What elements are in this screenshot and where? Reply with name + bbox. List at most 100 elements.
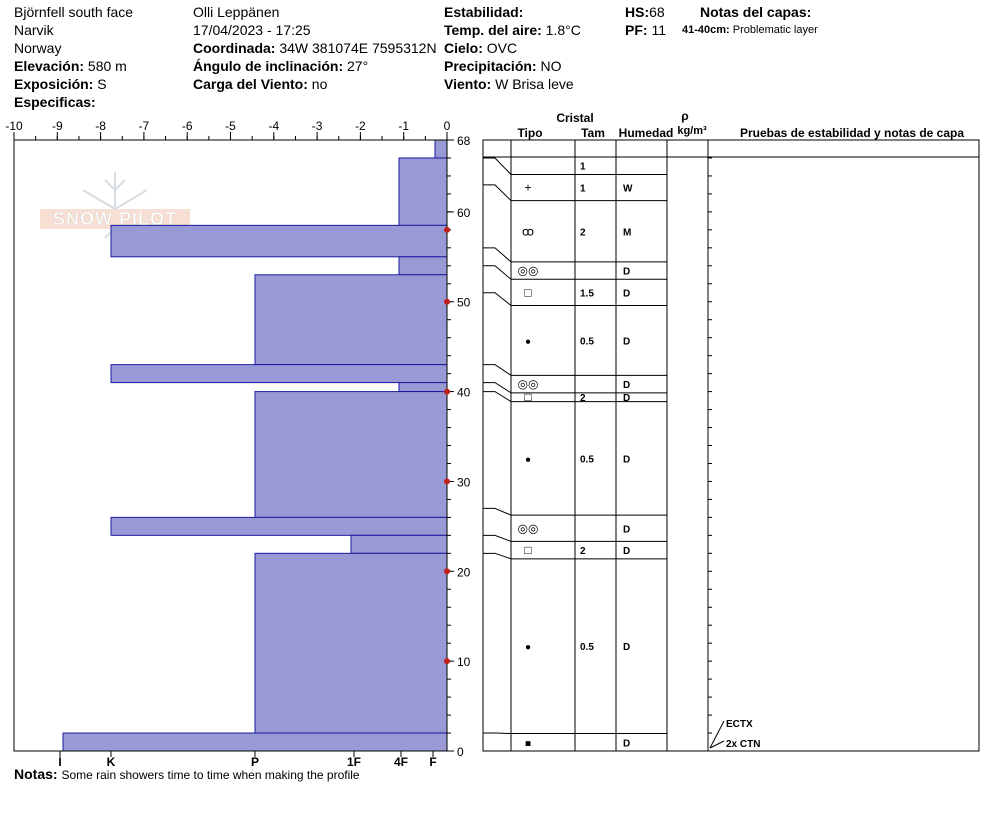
air-temp-value: 1.8°C: [545, 22, 581, 38]
temp-point-1: [444, 298, 450, 305]
coordinates: Coordinada: 34W 381074E 7595312N: [193, 39, 437, 57]
country: Norway: [14, 40, 62, 56]
layer-notes: Notas del capas: 41-40cm: Problematic la…: [682, 3, 818, 39]
sky: Cielo: OVC: [444, 39, 581, 57]
crystal-type-12: ■: [525, 738, 531, 749]
header-tests: Pruebas de estabilidad y notas de capa: [740, 126, 964, 140]
crystal-size-10: 2: [580, 546, 586, 557]
crystal-size-5: 0.5: [580, 336, 594, 347]
specifics: Especificas:: [14, 93, 133, 111]
hardness-tick-label-3: 1F: [347, 755, 361, 769]
depth-tick-label-6: 60: [457, 206, 471, 220]
header-middle: Olli Leppänen 17/04/2023 - 17:25 Coordin…: [193, 3, 437, 93]
crystal-moisture-6: D: [623, 380, 630, 391]
hs-label: HS:: [625, 4, 650, 20]
aspect-label: Exposición:: [14, 76, 94, 92]
hardness-bar-2: [110, 224, 448, 258]
wind-load-value: no: [311, 76, 328, 92]
slope-value: 27°: [347, 58, 369, 74]
crystal-moisture-11: D: [623, 642, 630, 653]
snowpilot-logo: SNOW PILOT: [40, 172, 190, 246]
hardness-tick-label-4: 4F: [394, 755, 408, 769]
header-right: Estabilidad: Temp. del aire: 1.8°C Cielo…: [444, 3, 581, 93]
table-frame: [482, 139, 980, 752]
layer-note-text: Problematic layer: [732, 24, 818, 36]
coord-value: 34W 381074E 7595312N: [279, 40, 437, 56]
header-moisture: Humedad: [619, 126, 674, 140]
sky-value: OVC: [486, 40, 518, 56]
temp-tick-label-7: -3: [312, 119, 323, 133]
hardness-bar-8: [110, 516, 448, 536]
temp-tick-label-0: -10: [5, 119, 23, 133]
hardness-bar-1: [398, 157, 448, 226]
coord-label: Coordinada:: [193, 40, 276, 56]
hs-value: 68: [649, 4, 665, 20]
crystal-type-10: □: [524, 543, 531, 557]
hardness-tick-label-5: F: [429, 755, 436, 769]
depth-tick-label-7: 68: [457, 134, 471, 148]
wind-load-label: Carga del Viento:: [193, 76, 308, 92]
notes-text: Some rain showers time to time when maki…: [61, 768, 360, 782]
hardness-tick-label-2: P: [251, 755, 259, 769]
depth-tick-label-3: 30: [457, 475, 471, 489]
precipitation: Precipitación: NO: [444, 57, 581, 75]
temp-point-5: [444, 658, 450, 665]
header-snow: HS:68 PF: 11: [625, 3, 666, 39]
sky-label: Cielo:: [444, 40, 483, 56]
wind-value: W Brisa leve: [495, 76, 574, 92]
aspect: Exposición: S: [14, 75, 133, 93]
crystal-size-8: 0.5: [580, 454, 594, 465]
observer: Olli Leppänen: [193, 4, 280, 20]
crystal-size-4: 1.5: [580, 288, 594, 299]
depth-tick-label-5: 50: [457, 296, 471, 310]
specifics-label: Especificas:: [14, 94, 96, 110]
layer-notes-title: Notas del capas:: [700, 4, 812, 20]
crystal-type-5: ●: [525, 336, 531, 347]
depth-tick-label-2: 20: [457, 565, 471, 579]
aspect-value: S: [97, 76, 107, 92]
crystal-type-1: +: [524, 181, 531, 195]
hardness-tick-label-0: I: [58, 755, 61, 769]
stability-test-1: 2x CTN: [726, 739, 760, 750]
layer-note: 41-40cm: Problematic layer: [682, 21, 818, 39]
crystal-moisture-7: D: [623, 393, 630, 404]
hardness-bar-9: [350, 534, 448, 554]
wind-load: Carga del Viento: no: [193, 75, 437, 93]
stability-label: Estabilidad:: [444, 4, 524, 20]
hardness-bar-4: [254, 274, 448, 366]
depth-tick-label-0: 0: [457, 745, 464, 759]
temp-point-0: [444, 226, 450, 233]
crystal-moisture-2: M: [623, 227, 631, 238]
hardness-bar-11: [62, 732, 448, 752]
wind-label: Viento:: [444, 76, 492, 92]
crystal-type-9: ◎◎: [518, 521, 539, 535]
slope: Ángulo de inclinación: 27°: [193, 57, 437, 75]
crystal-size-0: 1: [580, 162, 586, 173]
crystal-size-1: 1: [580, 184, 586, 195]
crystal-moisture-3: D: [623, 267, 630, 278]
crystal-size-7: 2: [580, 393, 586, 404]
hardness-bar-5: [110, 364, 448, 384]
temp-tick-label-9: -1: [398, 119, 409, 133]
crystal-type-4: □: [524, 285, 531, 299]
temp-point-2: [444, 388, 450, 395]
depth-tick-label-1: 10: [457, 655, 471, 669]
air-temp: Temp. del aire: 1.8°C: [444, 21, 581, 39]
crystal-type-8: ●: [525, 454, 531, 465]
header-crystal: Cristal: [556, 111, 593, 125]
temperature-markers: [444, 226, 450, 665]
temp-tick-label-2: -8: [95, 119, 106, 133]
hardness-bar-10: [254, 552, 448, 734]
air-temp-label: Temp. del aire:: [444, 22, 542, 38]
elevation: Elevación: 580 m: [14, 57, 133, 75]
crystal-type-7: □: [524, 390, 531, 404]
crystal-moisture-1: W: [623, 184, 633, 195]
crystal-type-3: ◎◎: [518, 264, 539, 278]
crystal-moisture-4: D: [623, 288, 630, 299]
temp-tick-label-6: -4: [268, 119, 279, 133]
test-leader-1: [709, 740, 725, 749]
hardness-bars: [62, 139, 448, 752]
pf-value: 11: [651, 22, 666, 38]
